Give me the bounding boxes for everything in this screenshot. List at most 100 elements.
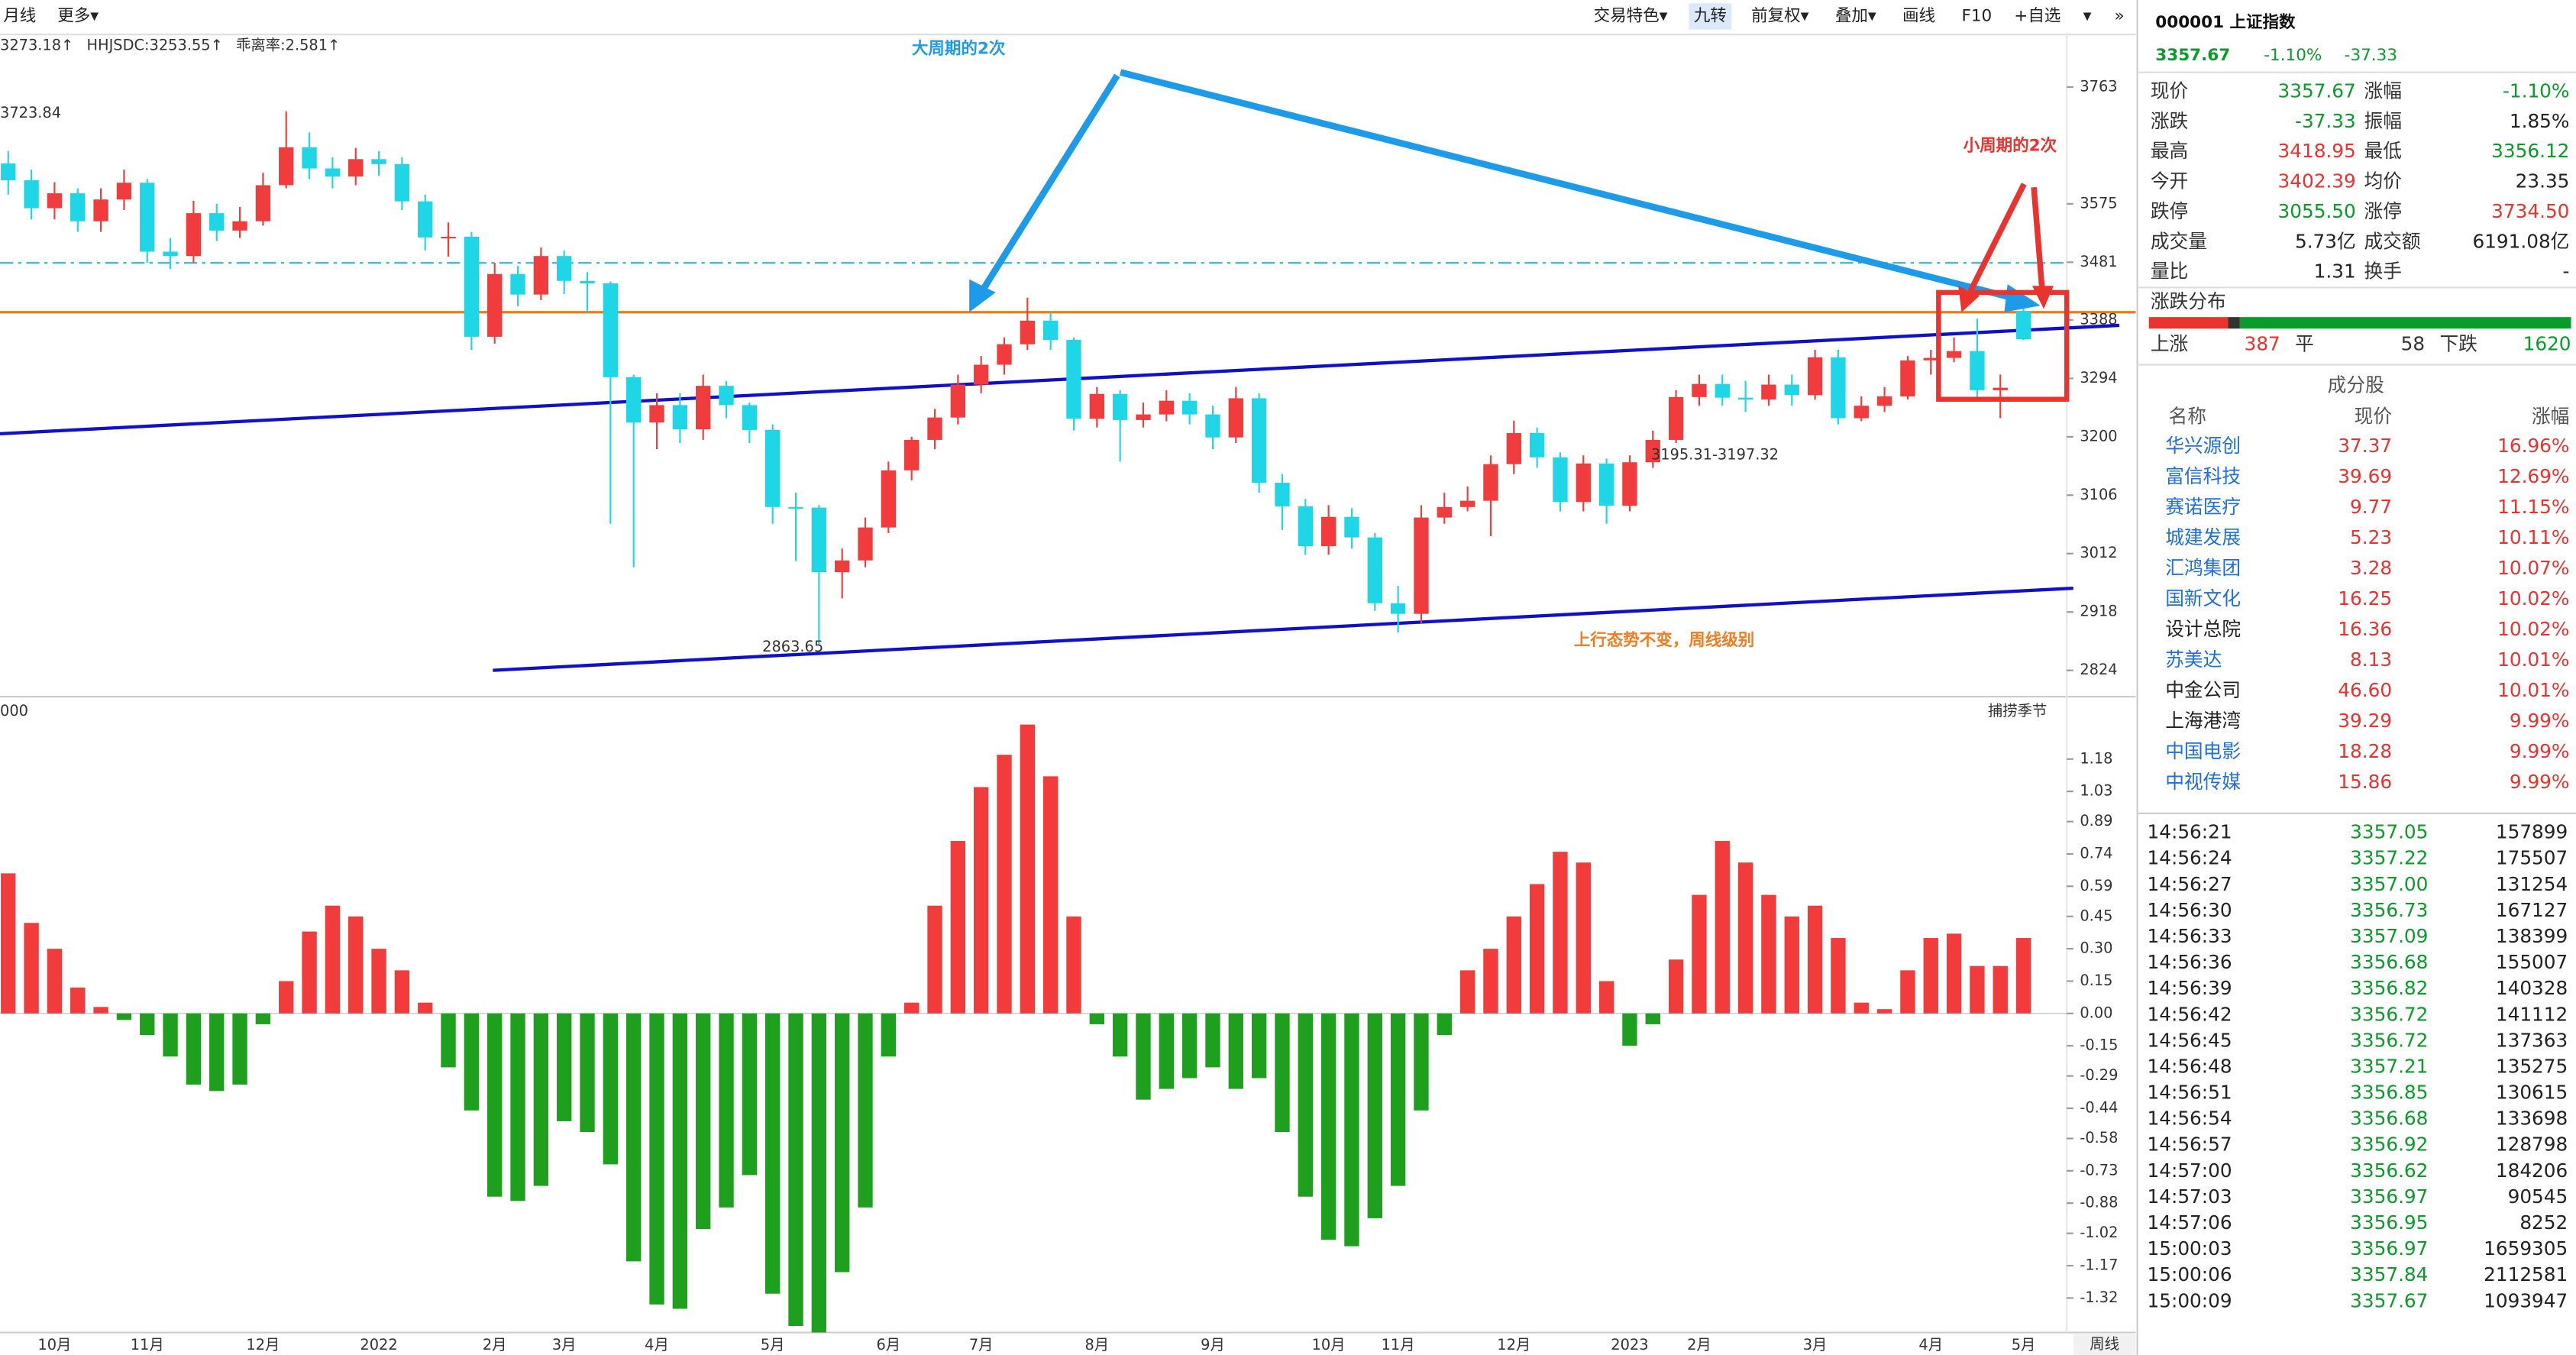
- stock-name[interactable]: 国新文化: [2165, 587, 2241, 610]
- macd-bar: [371, 949, 386, 1014]
- candle-body: [394, 163, 410, 202]
- candle-body: [116, 183, 132, 200]
- quote-label: 换手: [2364, 260, 2402, 283]
- candle-body: [1, 163, 16, 180]
- macd-bar: [719, 1013, 734, 1208]
- stock-name[interactable]: 中金公司: [2165, 679, 2241, 701]
- stock-name[interactable]: 上海港湾: [2165, 710, 2241, 732]
- toolbar-item[interactable]: »: [2115, 7, 2125, 26]
- annotations: 大周期的2次 小周期的2次 上行态势不变，周线级别 3723.84 2863.6…: [0, 3, 2136, 1355]
- tick-time: 15:00:09: [2148, 1289, 2232, 1311]
- candle-body: [1228, 398, 1243, 438]
- toolbar-item[interactable]: +自选: [2014, 7, 2060, 26]
- macd-bar: [626, 1013, 642, 1262]
- macd-bar: [441, 1013, 456, 1068]
- macd-bar: [1390, 1013, 1406, 1186]
- tick-price: 3356.68: [2350, 951, 2428, 973]
- tick-time: 14:56:21: [2148, 821, 2232, 843]
- x-tick-label: 2月: [483, 1336, 507, 1353]
- macd-bar: [70, 987, 86, 1014]
- candle-body: [209, 213, 225, 231]
- stock-name[interactable]: 中国电影: [2165, 740, 2241, 762]
- y-tick-label: -0.58: [2080, 1129, 2118, 1146]
- arrow-head: [1958, 286, 1980, 312]
- candle-body: [1414, 517, 1429, 614]
- toolbar-item[interactable]: 月线: [3, 7, 36, 26]
- tick-volume: 167127: [2496, 899, 2568, 921]
- macd-bar: [950, 841, 966, 1014]
- quote-label: 量比: [2151, 260, 2188, 283]
- candle-body: [626, 377, 642, 423]
- toolbar-item[interactable]: 叠加▾: [1835, 7, 1876, 26]
- macd-bar: [811, 1013, 827, 1333]
- tick-price: 3356.82: [2350, 977, 2428, 999]
- dist-value: 1620: [2523, 333, 2571, 355]
- tick-volume: 90545: [2508, 1185, 2568, 1208]
- tick-time: 14:56:24: [2148, 847, 2232, 869]
- macd-bar: [672, 1013, 688, 1309]
- toolbar-item[interactable]: 前复权▾: [1751, 7, 1809, 26]
- stock-pct: 11.15%: [2497, 496, 2569, 518]
- macd-bar: [603, 1013, 619, 1165]
- tick-volume: 128798: [2496, 1133, 2568, 1156]
- toolbar-item[interactable]: F10: [1961, 7, 1992, 26]
- macd-bar: [1228, 1013, 1243, 1089]
- arrow-line: [976, 73, 1120, 298]
- stock-name[interactable]: 苏美达: [2165, 648, 2222, 671]
- stock-name[interactable]: 城建发展: [2165, 526, 2241, 548]
- candle-body: [649, 405, 664, 423]
- stock-name[interactable]: 华兴源创: [2165, 435, 2241, 457]
- tick-price: 3357.00: [2350, 873, 2428, 895]
- y-tick-label: 2918: [2080, 603, 2117, 620]
- period-label[interactable]: 周线: [2090, 1335, 2119, 1353]
- stock-price: 18.28: [2338, 740, 2392, 762]
- macd-bar: [788, 1013, 803, 1327]
- stock-name[interactable]: 赛诺医疗: [2165, 496, 2241, 518]
- macd-bar: [2015, 938, 2031, 1014]
- quote-value: -: [2562, 260, 2569, 283]
- candle-body: [1854, 406, 1869, 419]
- y-tick-label: 3294: [2080, 369, 2117, 386]
- distribution-title: 涨跌分布: [2151, 290, 2226, 312]
- candle-body: [1020, 320, 1036, 344]
- toolbar-item[interactable]: 交易特色▾: [1594, 7, 1668, 26]
- highlight-box: [1936, 289, 2070, 402]
- stock-name[interactable]: 中视传媒: [2165, 771, 2241, 793]
- candle-body: [672, 405, 688, 430]
- macd-bar: [1506, 916, 1521, 1014]
- toolbar-item[interactable]: 九转: [1694, 7, 1727, 26]
- quote-value: 3418.95: [2278, 140, 2356, 162]
- quote-value: 6191.08亿: [2472, 230, 2569, 252]
- candle-body: [533, 256, 549, 295]
- stock-pct: 10.02%: [2497, 618, 2569, 640]
- candle-body: [1970, 351, 1985, 390]
- x-tick-label: 2月: [1687, 1336, 1711, 1353]
- stock-name[interactable]: 汇鸿集团: [2165, 557, 2241, 579]
- macd-bar: [1946, 933, 1962, 1014]
- macd-bar: [1598, 981, 1614, 1014]
- marks: 3763 3575 3481 3388 3294 3200 3106 3012 2918 2824…: [0, 78, 2118, 1353]
- period-tab[interactable]: [2073, 1334, 2136, 1355]
- quote-value: 3402.39: [2278, 170, 2356, 192]
- x-tick-label: 7月: [969, 1336, 994, 1353]
- stock-name[interactable]: 设计总院: [2165, 618, 2241, 640]
- tick-time: 14:57:06: [2148, 1211, 2232, 1234]
- macd-bar: [858, 1013, 873, 1208]
- quote-label: 成交额: [2364, 230, 2421, 252]
- macd-bar: [1692, 894, 1707, 1014]
- stock-name[interactable]: 富信科技: [2165, 465, 2241, 487]
- arrow-line: [1120, 69, 2018, 302]
- macd-bar: [93, 1007, 108, 1014]
- toolbar-item[interactable]: 更多▾: [57, 7, 99, 26]
- toolbar-item[interactable]: ▾: [2083, 7, 2092, 26]
- candle-body: [788, 506, 803, 509]
- tick-time: 14:56:51: [2148, 1082, 2232, 1104]
- toolbar-item[interactable]: 画线: [1902, 7, 1935, 26]
- indicator-legend: HHJSDC:3253.55↑: [86, 37, 222, 54]
- tick-time: 14:56:33: [2148, 925, 2232, 947]
- macd-bar: [1923, 938, 1938, 1014]
- candle-body: [348, 159, 364, 177]
- quote-label: 现价: [2151, 79, 2188, 102]
